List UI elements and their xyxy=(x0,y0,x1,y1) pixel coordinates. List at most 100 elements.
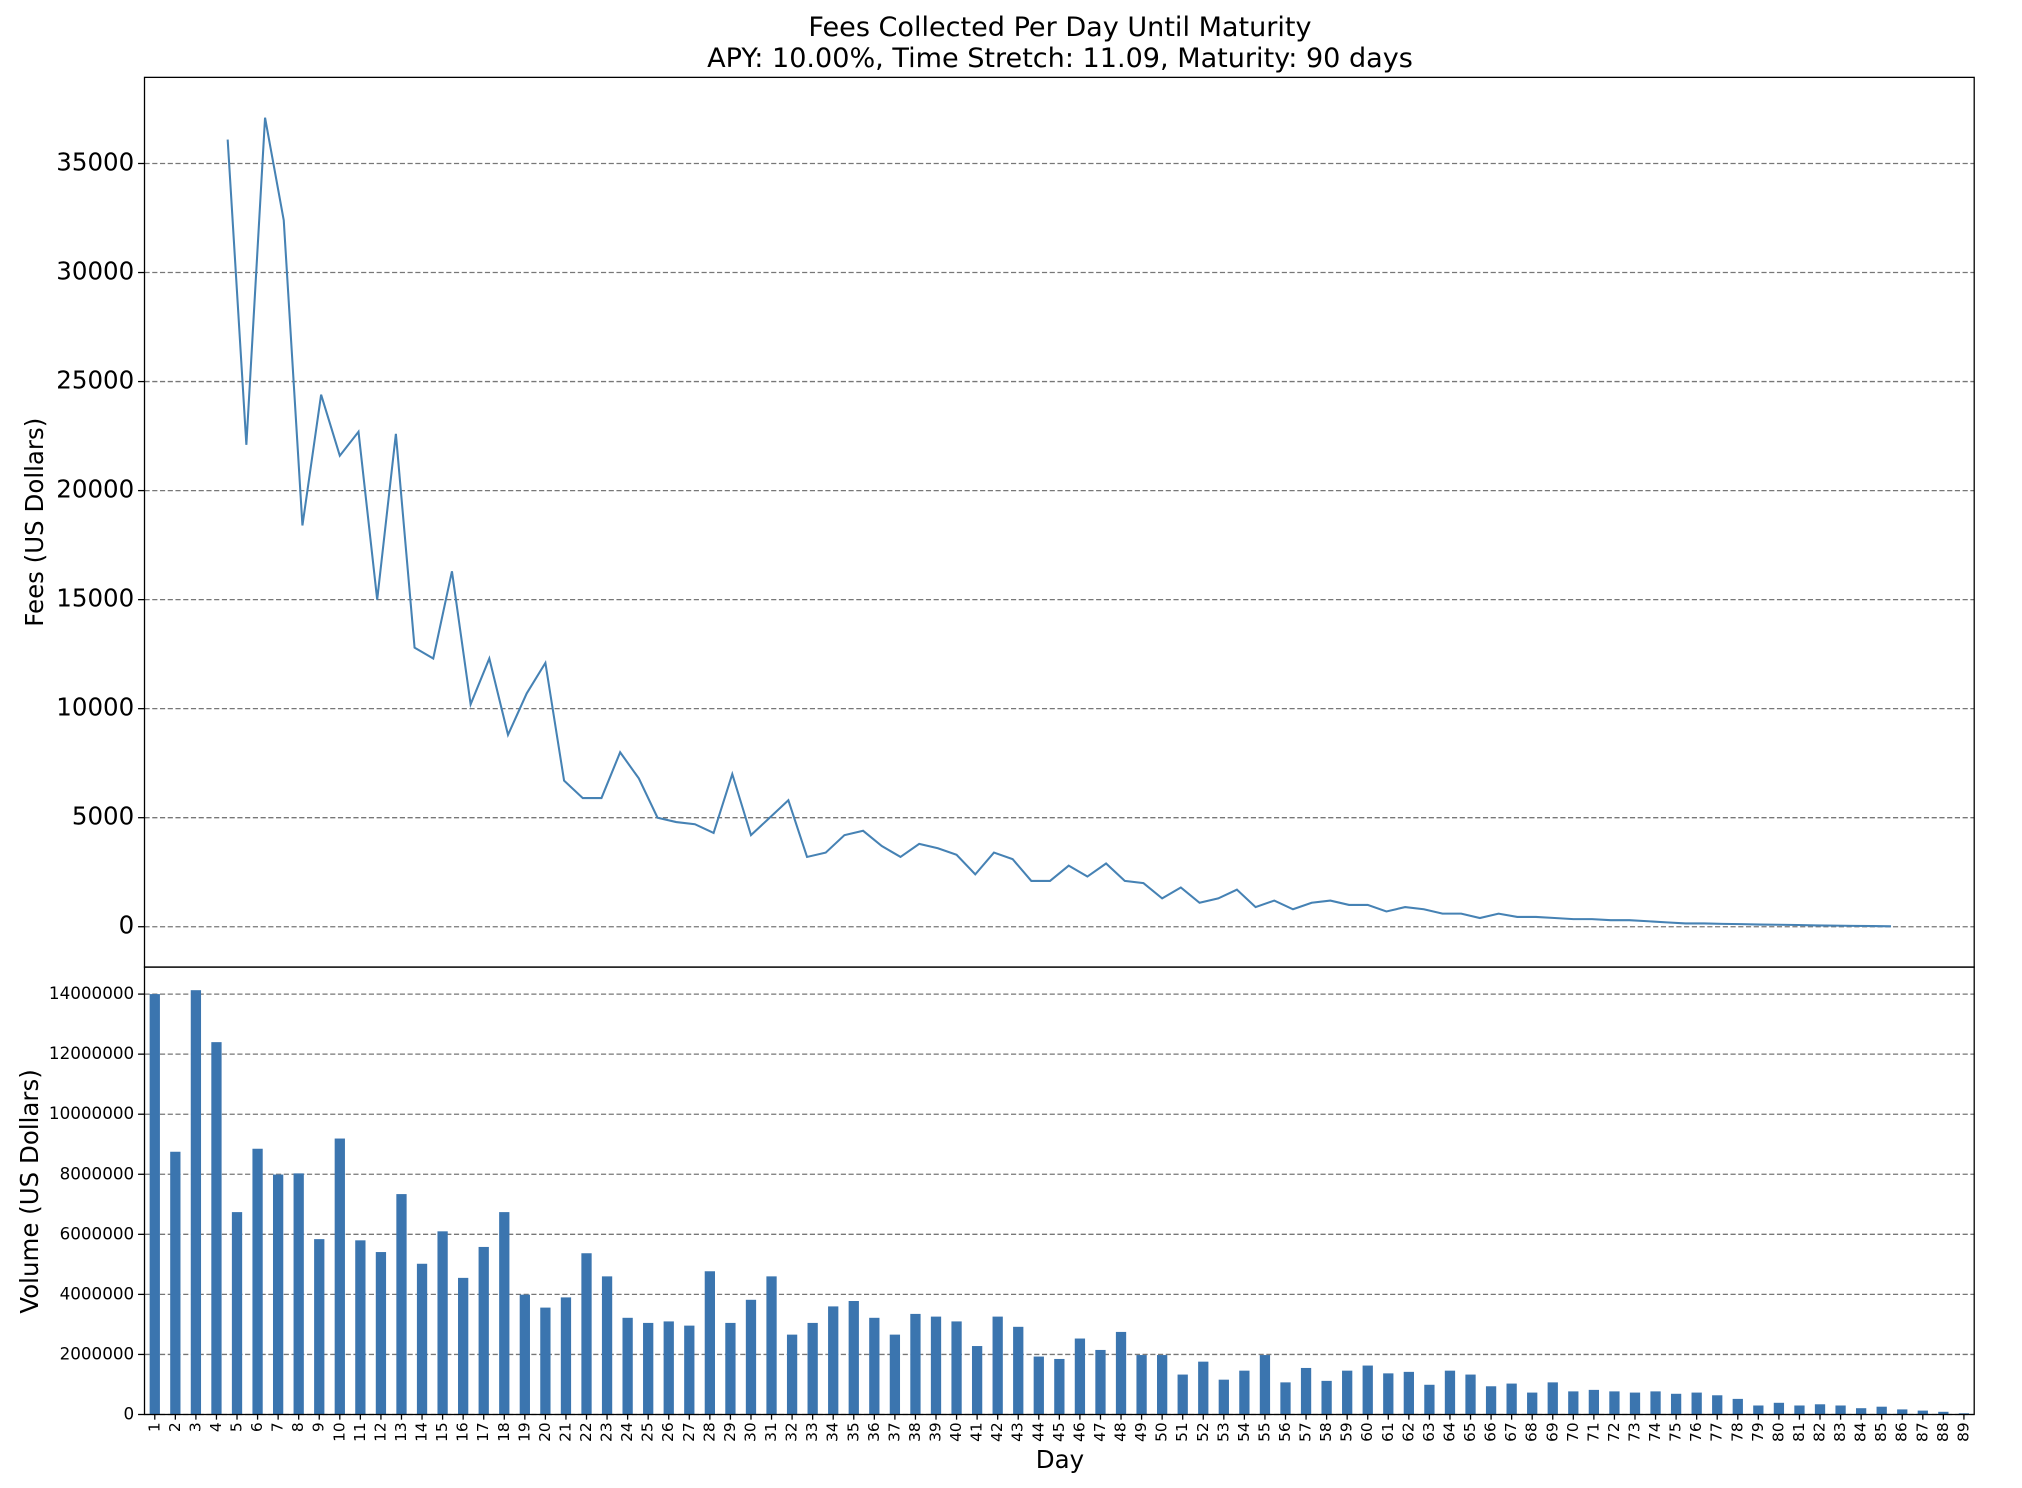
x-tick-label: 12 xyxy=(371,1422,389,1442)
x-tick-label: 65 xyxy=(1461,1422,1479,1442)
x-tick-label: 15 xyxy=(433,1422,451,1442)
bar xyxy=(971,1346,983,1415)
bar xyxy=(766,1276,777,1415)
y-tick-label: 2000000 xyxy=(60,1343,135,1363)
x-tick-label: 50 xyxy=(1153,1422,1171,1442)
x-tick-label: 41 xyxy=(968,1422,986,1442)
x-tick-label: 74 xyxy=(1646,1422,1664,1442)
y-tick-label: 35000 xyxy=(56,148,134,177)
x-tick-label: 59 xyxy=(1338,1422,1356,1442)
x-tick-label: 67 xyxy=(1502,1422,1520,1442)
bar xyxy=(1814,1404,1826,1415)
x-tick-label: 9 xyxy=(310,1422,328,1432)
bar xyxy=(1917,1410,1928,1415)
axes-frame xyxy=(143,76,1975,968)
y-tick-label: 12000000 xyxy=(49,1043,134,1063)
x-tick-label: 5 xyxy=(228,1422,246,1432)
x-tick-label: 38 xyxy=(906,1422,924,1442)
bar xyxy=(478,1246,489,1415)
x-tick-label: 23 xyxy=(598,1422,616,1442)
bar xyxy=(211,1042,222,1415)
x-tick-label: 58 xyxy=(1317,1422,1335,1442)
bar xyxy=(1177,1374,1188,1415)
bar xyxy=(1568,1391,1579,1415)
x-tick-label: 60 xyxy=(1358,1422,1376,1442)
bar xyxy=(848,1300,859,1415)
bar xyxy=(663,1321,674,1415)
x-tick-label: 16 xyxy=(454,1422,472,1442)
x-tick-label: 73 xyxy=(1625,1422,1643,1442)
x-tick-label: 55 xyxy=(1255,1422,1273,1442)
x-tick-label: 11 xyxy=(351,1422,369,1442)
y-tick-label: 14000000 xyxy=(49,983,134,1003)
y-tick-label: 5000 xyxy=(72,802,134,831)
bar xyxy=(519,1294,530,1415)
y-axis-label: Fees (US Dollars) xyxy=(20,418,49,627)
bar xyxy=(1115,1331,1127,1415)
x-tick-label: 13 xyxy=(392,1422,410,1442)
x-tick-label: 62 xyxy=(1399,1422,1417,1442)
x-tick-label: 75 xyxy=(1667,1422,1685,1442)
y-tick-label: 25000 xyxy=(56,366,134,395)
x-tick-label: 49 xyxy=(1132,1422,1150,1442)
y-tick-label: 0 xyxy=(119,911,135,940)
bar xyxy=(1876,1406,1887,1415)
bar xyxy=(437,1231,448,1415)
y-tick-label: 20000 xyxy=(56,475,134,504)
x-tick-label: 51 xyxy=(1173,1422,1191,1442)
bar xyxy=(1259,1355,1271,1415)
x-tick-label: 70 xyxy=(1564,1422,1582,1442)
x-tick-label: 21 xyxy=(556,1422,574,1442)
bar xyxy=(1013,1326,1024,1415)
bar xyxy=(1670,1393,1682,1415)
bar xyxy=(704,1271,716,1415)
bar xyxy=(1383,1373,1394,1415)
x-tick-label: 44 xyxy=(1029,1422,1047,1442)
x-tick-label: 81 xyxy=(1790,1422,1808,1442)
x-tick-label: 34 xyxy=(824,1422,842,1442)
bar xyxy=(1198,1361,1209,1415)
bar xyxy=(992,1316,1003,1415)
bar xyxy=(1650,1391,1661,1415)
bar xyxy=(725,1322,736,1415)
plot-area: 0 5000 10000 15000 20000 25000 30000 35000 0 2000… xyxy=(49,117,1975,1442)
bar xyxy=(1074,1338,1086,1415)
y-tick-label: 8000000 xyxy=(60,1163,135,1183)
x-tick-label: 57 xyxy=(1297,1422,1315,1442)
bar xyxy=(1485,1386,1497,1415)
x-tick-label: 79 xyxy=(1749,1422,1767,1442)
bar xyxy=(1938,1411,1949,1415)
x-tick-label: 3 xyxy=(186,1422,204,1432)
x-tick-label: 54 xyxy=(1235,1422,1253,1442)
x-tick-label: 39 xyxy=(927,1422,945,1442)
y-tick-label: 0 xyxy=(124,1404,135,1424)
x-tick-label: 77 xyxy=(1708,1422,1726,1442)
bar xyxy=(1609,1391,1620,1415)
x-tick-label: 85 xyxy=(1872,1422,1890,1442)
axes-frame xyxy=(143,966,1975,1416)
bar xyxy=(1527,1392,1538,1415)
bar xyxy=(1691,1392,1702,1415)
bar xyxy=(1362,1365,1373,1415)
x-axis-label: Day xyxy=(1036,1445,1084,1474)
x-tick-label: 36 xyxy=(865,1422,883,1442)
y-tick-label: 4000000 xyxy=(60,1283,135,1303)
x-tick-label: 6 xyxy=(248,1422,266,1432)
x-tick-label: 25 xyxy=(639,1422,657,1442)
bar xyxy=(355,1240,366,1415)
x-tick-label: 80 xyxy=(1769,1422,1787,1442)
bar xyxy=(807,1322,818,1415)
x-tick-label: 10 xyxy=(330,1422,348,1442)
bar xyxy=(1280,1382,1291,1415)
bar xyxy=(458,1277,469,1415)
bar xyxy=(1239,1370,1250,1415)
bar xyxy=(951,1321,962,1415)
bar xyxy=(1547,1382,1558,1415)
bar xyxy=(314,1239,325,1415)
bar xyxy=(1033,1356,1044,1415)
x-tick-label: 64 xyxy=(1440,1422,1458,1442)
bar xyxy=(1506,1383,1517,1415)
bar xyxy=(375,1252,387,1415)
x-tick-label: 76 xyxy=(1687,1422,1705,1442)
bar xyxy=(1835,1405,1846,1415)
